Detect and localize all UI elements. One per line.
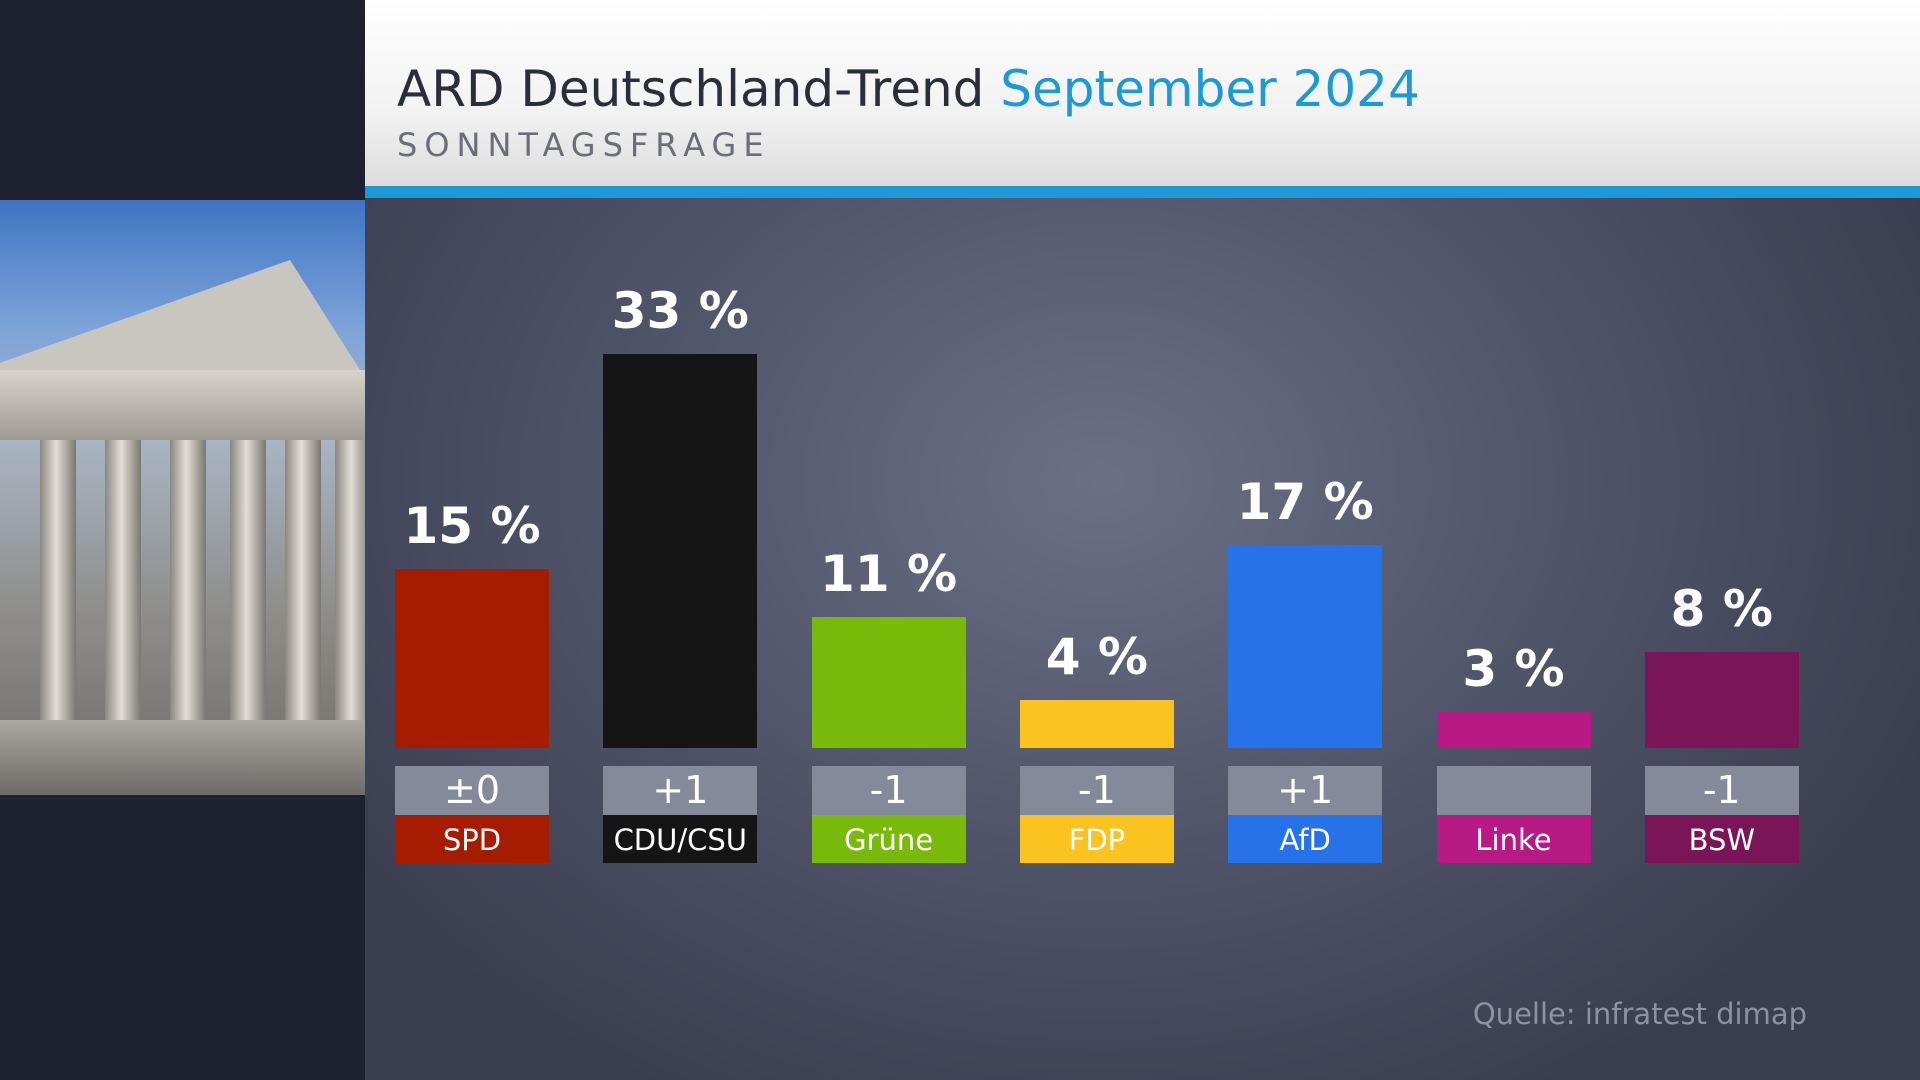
value-label: 33 % [611, 282, 749, 340]
page-subtitle: SONNTAGSFRAGE [397, 126, 771, 164]
change-label: +1 [603, 766, 758, 815]
change-label: -1 [1019, 766, 1174, 815]
party-label: SPD [395, 815, 549, 863]
value-label: 3 % [1462, 640, 1565, 699]
change-label: ±0 [395, 766, 549, 815]
party-label: FDP [1019, 815, 1174, 863]
header [365, 0, 1920, 186]
title-date: September 2024 [1000, 60, 1420, 118]
party-label: BSW [1644, 815, 1799, 863]
value-label: 4 % [1045, 628, 1149, 687]
bar-fdp [1019, 700, 1174, 748]
bar-grüne [811, 616, 966, 748]
value-label: 11 % [820, 544, 958, 603]
bar-afd [1228, 545, 1383, 748]
party-label: AfD [1228, 815, 1383, 863]
bar-linke [1436, 712, 1591, 748]
value-label: 8 % [1670, 580, 1773, 639]
party-label: CDU/CSU [603, 815, 758, 863]
reichstag-photo [0, 200, 365, 795]
value-label: 17 % [1236, 473, 1374, 532]
bar-spd [395, 568, 549, 748]
bar-bsw [1644, 652, 1799, 748]
source-note: Quelle: infratest dimap [1472, 997, 1807, 1031]
bar-cducsu [603, 354, 758, 748]
title-main: ARD Deutschland-Trend [397, 60, 985, 118]
change-label: -1 [1644, 766, 1799, 815]
accent-stripe [365, 186, 1920, 198]
change-label: -1 [811, 766, 966, 815]
party-label: Linke [1436, 815, 1591, 863]
value-label: 15 % [403, 496, 541, 555]
party-label: Grüne [811, 815, 966, 863]
change-label [1436, 766, 1591, 815]
change-label: +1 [1228, 766, 1383, 815]
page-title: ARD Deutschland-Trend September 2024 [397, 60, 1420, 118]
